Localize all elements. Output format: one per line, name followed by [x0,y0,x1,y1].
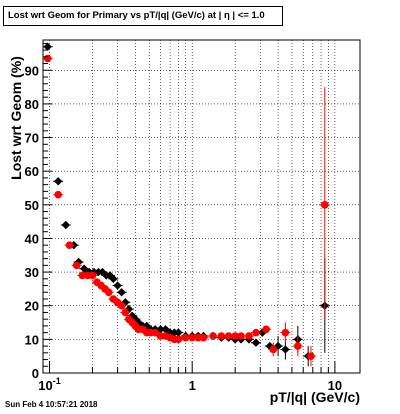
data-point-black [124,304,134,314]
y-tick-label: 40 [25,231,39,246]
data-point-red [199,333,208,342]
data-point-black [174,328,183,337]
data-point-black [109,274,118,284]
grid-lines [42,40,360,374]
y-tick-label: 80 [25,97,39,112]
data-point-black [113,281,122,290]
chart-title: Lost wrt Geom for Primary vs pT/|q| (GeV… [3,6,283,26]
x-axis-label: pT/|q| (GeV/c) [269,389,360,405]
data-point-red [321,201,329,209]
data-point-red [121,308,130,317]
data-point-red [294,342,302,350]
y-tick-label: 60 [25,164,39,179]
data-point-red [117,301,126,310]
data-point-red [181,333,190,342]
data-point-red [104,288,113,297]
data-point-red [43,54,52,63]
data-point-black [80,264,89,273]
data-point-black [134,318,143,327]
y-tick-label: 90 [25,63,39,78]
data-point-red [65,241,74,249]
x-tick-label: 1 [189,378,196,393]
data-points [42,42,330,367]
data-point-red [194,333,202,342]
plot-frame [42,39,361,374]
y-tick-label: 0 [32,366,39,381]
data-point-red [72,261,81,270]
data-point-red [217,332,226,340]
data-point-black [43,42,52,51]
data-point-red [174,335,183,344]
timestamp: Sun Feb 4 10:57:21 2018 [5,400,98,409]
y-tick-label: 10 [25,332,39,347]
y-tick-label: 50 [25,198,39,213]
y-axis-label: Lost wrt Geom (%) [8,56,24,180]
data-point-black [53,177,63,186]
x-tick-label: 10 [328,378,342,393]
y-tick-label: 30 [25,265,39,280]
axes: 0 10 20 30 40 50 60 70 80 90 10-1 1 10 [25,42,342,393]
data-point-red [209,332,217,340]
data-point-red [245,332,253,340]
data-point-red [307,352,315,360]
data-point-red [262,325,270,334]
y-tick-label: 70 [25,131,39,146]
data-point-black [117,288,126,297]
x-tick-label: 10-1 [38,376,60,393]
data-point-red [237,332,245,340]
data-point-red [88,271,97,280]
data-point-red [252,328,260,337]
data-point-black [281,345,290,354]
data-point-black [74,257,83,267]
data-point-red [231,332,239,340]
data-point-black [61,220,70,230]
data-point-red [54,190,62,199]
data-point-red [269,345,278,354]
data-point-red [188,333,197,342]
data-point-red [281,328,290,337]
data-point-red [224,332,233,340]
data-point-red [78,271,87,280]
data-point-black [251,338,261,347]
y-tick-label: 20 [25,299,39,314]
